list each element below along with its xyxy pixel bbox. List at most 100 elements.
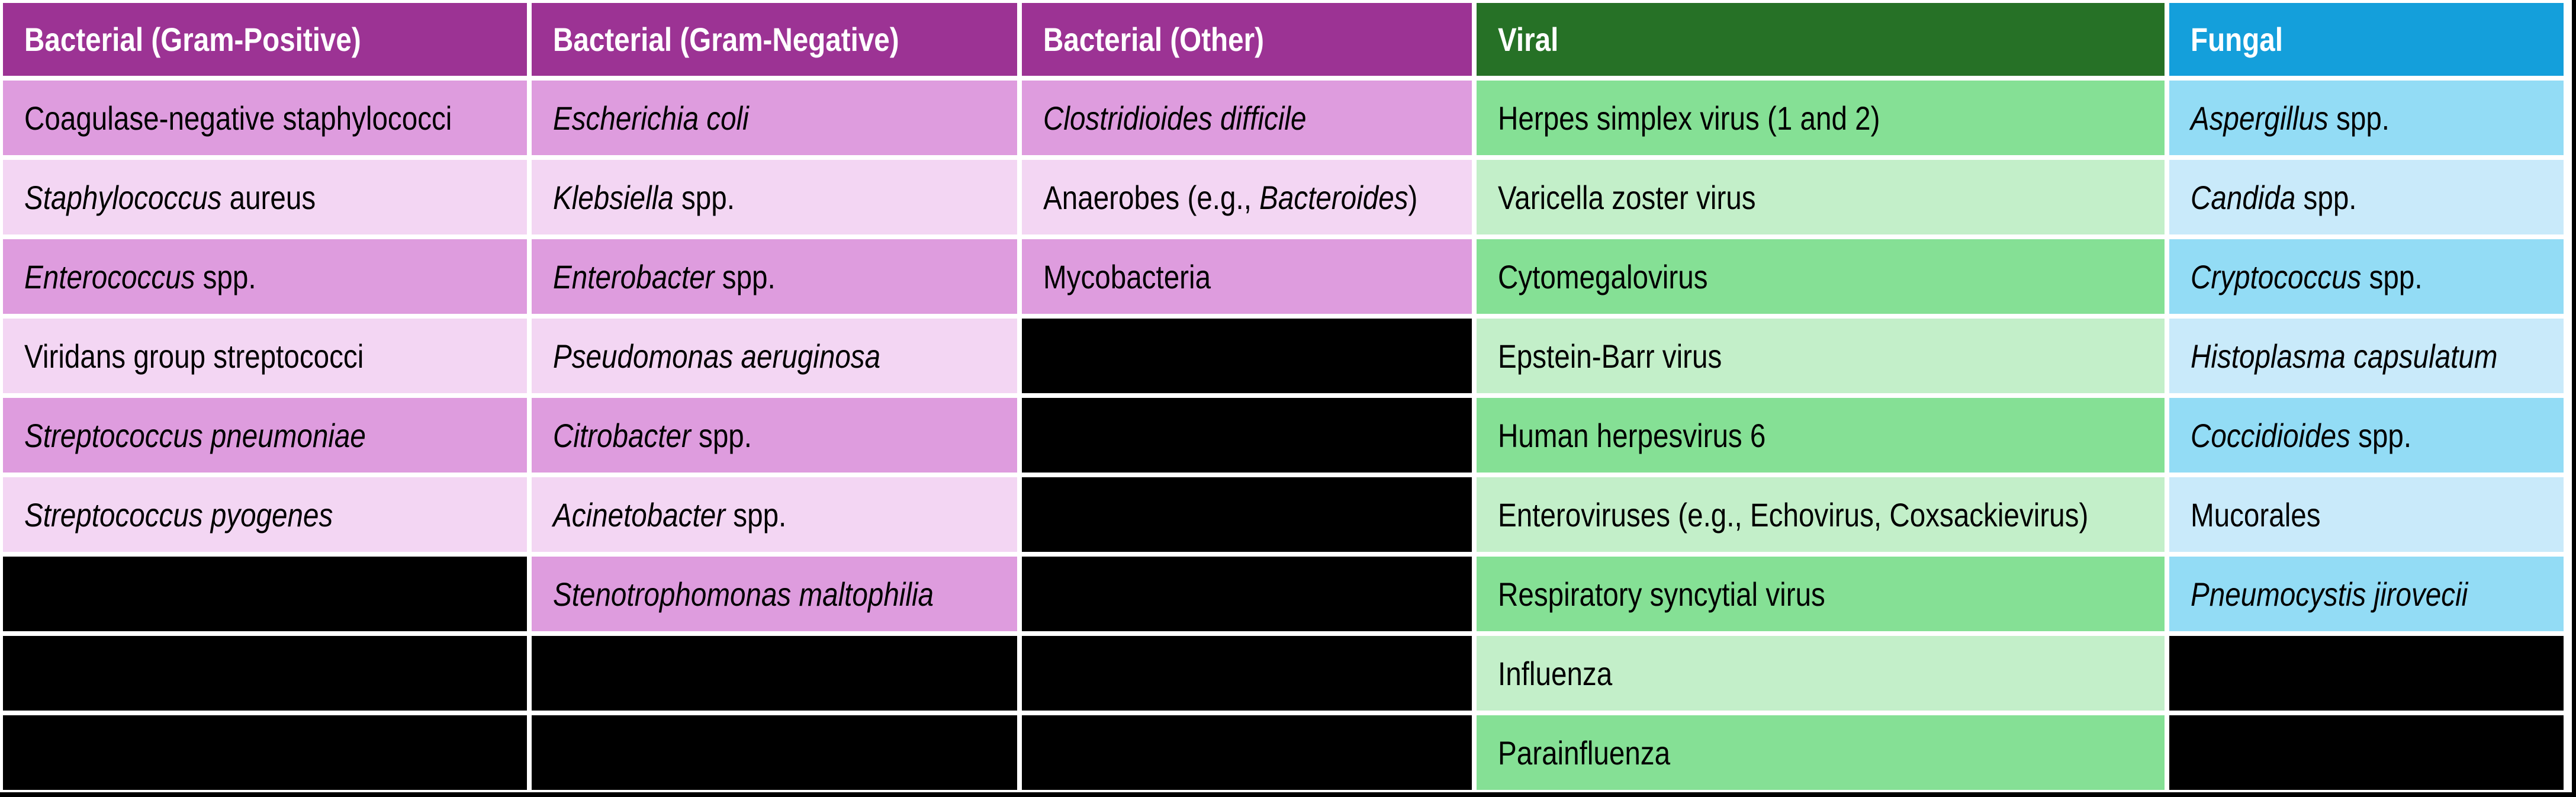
cell-text: Aspergillus spp. — [2191, 99, 2390, 137]
empty-cell-bacterial-gram-positive-row9 — [3, 715, 527, 790]
cell-text: Anaerobes (e.g., Bacteroides) — [1043, 178, 1417, 217]
column-header-label: Viral — [1498, 21, 1559, 58]
cell-text: Cytomegalovirus — [1498, 258, 1707, 296]
cell-text: Pneumocystis jirovecii — [2191, 575, 2468, 613]
empty-cell-bacterial-gram-negative-row8 — [532, 636, 1017, 711]
cell-text: Enteroviruses (e.g., Echovirus, Coxsacki… — [1498, 496, 2088, 534]
cell-text: Klebsiella spp. — [553, 178, 735, 217]
cell-text: Coccidioides spp. — [2191, 416, 2411, 455]
cell-viral-row6: Enteroviruses (e.g., Echovirus, Coxsacki… — [1477, 477, 2165, 552]
column-header-bacterial-gram-negative: Bacterial (Gram-Negative) — [532, 3, 1017, 76]
cell-text-run-italic: Histoplasma capsulatum — [2191, 337, 2498, 375]
cell-fungal-row6: Mucorales — [2169, 477, 2564, 552]
column-header-label: Fungal — [2191, 21, 2284, 58]
cell-fungal-row2: Candida spp. — [2169, 160, 2564, 234]
cell-text-run: aureus — [221, 178, 316, 216]
cell-text-run-italic: Stenotrophomonas maltophilia — [553, 575, 934, 613]
cell-text: Mucorales — [2191, 496, 2321, 534]
cell-text-run: spp. — [714, 258, 776, 295]
cell-text-run-italic: Cryptococcus — [2191, 258, 2362, 295]
column-header-label: Bacterial (Gram-Positive) — [24, 21, 361, 58]
cell-text-run-italic: Staphylococcus — [24, 178, 222, 216]
cell-text-run: Epstein-Barr virus — [1498, 337, 1722, 375]
cell-bacterial-gram-positive-row1: Coagulase-negative staphylococci — [3, 81, 527, 155]
cell-text-run: Mucorales — [2191, 496, 2321, 534]
column-header-bacterial-other: Bacterial (Other) — [1022, 3, 1472, 76]
cell-text-run-italic: Pneumocystis jirovecii — [2191, 575, 2468, 613]
cell-text-run: spp. — [2350, 416, 2412, 454]
cell-text: Acinetobacter spp. — [553, 496, 786, 534]
column-header-label: Bacterial (Other) — [1043, 21, 1264, 58]
cell-text-run: Influenza — [1498, 654, 1613, 692]
cell-fungal-row7: Pneumocystis jirovecii — [2169, 557, 2564, 631]
cell-text-run-italic: Coccidioides — [2191, 416, 2350, 454]
cell-text-run: Respiratory syncytial virus — [1498, 575, 1825, 613]
cell-text-run: Parainfluenza — [1498, 734, 1671, 772]
cell-text-run: spp. — [2295, 178, 2357, 216]
cell-text-run-italic: Aspergillus — [2191, 99, 2329, 137]
cell-text: Influenza — [1498, 654, 1612, 693]
cell-bacterial-gram-positive-row5: Streptococcus pneumoniae — [3, 398, 527, 473]
empty-cell-bacterial-other-row6 — [1022, 477, 1472, 552]
empty-cell-bacterial-other-row5 — [1022, 398, 1472, 473]
cell-bacterial-gram-negative-row1: Escherichia coli — [532, 81, 1017, 155]
empty-cell-fungal-row9 — [2169, 715, 2564, 790]
column-header-viral: Viral — [1477, 3, 2165, 76]
cell-text: Mycobacteria — [1043, 258, 1211, 296]
cell-text: Streptococcus pneumoniae — [24, 416, 366, 455]
cell-text: Streptococcus pyogenes — [24, 496, 333, 534]
cell-text: Staphylococcus aureus — [24, 178, 316, 217]
cell-text: Enterobacter spp. — [553, 258, 776, 296]
cell-text-run: Viridans group streptococci — [24, 337, 364, 375]
cell-text: Varicella zoster virus — [1498, 178, 1756, 217]
empty-cell-bacterial-gram-positive-row8 — [3, 636, 527, 711]
cell-text-run: Anaerobes (e.g., — [1043, 178, 1260, 216]
cell-text: Candida spp. — [2191, 178, 2357, 217]
empty-cell-bacterial-other-row7 — [1022, 557, 1472, 631]
cell-bacterial-gram-positive-row3: Enterococcus spp. — [3, 239, 527, 314]
cell-text-run: spp. — [2361, 258, 2423, 295]
cell-text: Cryptococcus spp. — [2191, 258, 2423, 296]
cell-text-run-italic: Candida — [2191, 178, 2296, 216]
empty-cell-bacterial-gram-negative-row9 — [532, 715, 1017, 790]
cell-text: Herpes simplex virus (1 and 2) — [1498, 99, 1880, 137]
cell-bacterial-gram-negative-row6: Acinetobacter spp. — [532, 477, 1017, 552]
cell-bacterial-gram-positive-row4: Viridans group streptococci — [3, 319, 527, 393]
cell-text: Enterococcus spp. — [24, 258, 256, 296]
cell-fungal-row4: Histoplasma capsulatum — [2169, 319, 2564, 393]
cell-bacterial-gram-positive-row6: Streptococcus pyogenes — [3, 477, 527, 552]
empty-cell-bacterial-other-row4 — [1022, 319, 1472, 393]
cell-text: Viridans group streptococci — [24, 337, 364, 375]
cell-text: Escherichia coli — [553, 99, 749, 137]
cell-text-run: spp. — [690, 416, 752, 454]
cell-text: Coagulase-negative staphylococci — [24, 99, 452, 137]
cell-viral-row5: Human herpesvirus 6 — [1477, 398, 2165, 473]
cell-bacterial-other-row2: Anaerobes (e.g., Bacteroides) — [1022, 160, 1472, 234]
cell-text-run-italic: Acinetobacter — [553, 496, 726, 534]
cell-viral-row7: Respiratory syncytial virus — [1477, 557, 2165, 631]
empty-cell-bacterial-other-row9 — [1022, 715, 1472, 790]
cell-viral-row9: Parainfluenza — [1477, 715, 2165, 790]
empty-cell-bacterial-other-row8 — [1022, 636, 1472, 711]
cell-text: Respiratory syncytial virus — [1498, 575, 1825, 613]
cell-bacterial-other-row1: Clostridioides difficile — [1022, 81, 1472, 155]
cell-bacterial-gram-negative-row5: Citrobacter spp. — [532, 398, 1017, 473]
cell-text: Pseudomonas aeruginosa — [553, 337, 880, 375]
cell-text-run: Mycobacteria — [1043, 258, 1211, 295]
cell-text-run-italic: Streptococcus pyogenes — [24, 496, 333, 534]
cell-text-run: spp. — [195, 258, 256, 295]
cell-bacterial-gram-negative-row2: Klebsiella spp. — [532, 160, 1017, 234]
cell-fungal-row5: Coccidioides spp. — [2169, 398, 2564, 473]
cell-text-run: Cytomegalovirus — [1498, 258, 1708, 295]
cell-text-run-italic: Streptococcus pneumoniae — [24, 416, 366, 454]
cell-text-run: spp. — [725, 496, 787, 534]
cell-text-run-italic: Pseudomonas aeruginosa — [553, 337, 881, 375]
cell-text: Clostridioides difficile — [1043, 99, 1306, 137]
cell-text: Human herpesvirus 6 — [1498, 416, 1765, 455]
cell-text-run-italic: Clostridioides difficile — [1043, 99, 1307, 137]
cell-viral-row3: Cytomegalovirus — [1477, 239, 2165, 314]
cell-viral-row4: Epstein-Barr virus — [1477, 319, 2165, 393]
cell-text-run-italic: Enterococcus — [24, 258, 195, 295]
cell-text: Stenotrophomonas maltophilia — [553, 575, 934, 613]
